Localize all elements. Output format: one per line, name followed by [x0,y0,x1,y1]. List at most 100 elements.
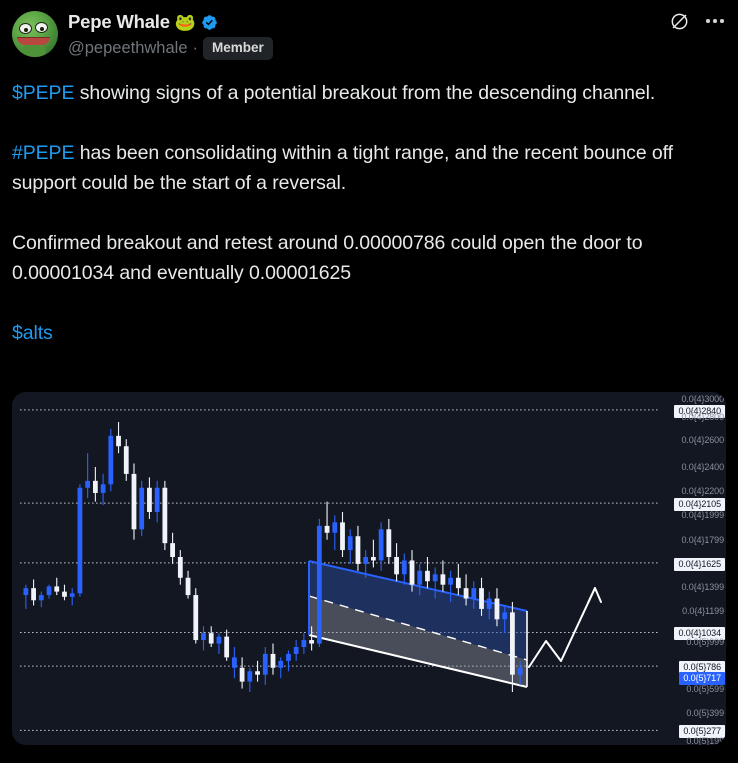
chart-background [12,392,726,745]
candle-body [386,529,392,557]
candle-body [154,487,160,512]
candle-body [340,522,345,551]
candle-body [216,636,222,644]
paragraph-1-text: showing signs of a potential breakout fr… [74,82,656,104]
grok-icon[interactable] [668,10,690,32]
candle-body [46,586,52,596]
candle-body [324,525,330,533]
candle-body [463,588,469,599]
channel-lower-line [308,634,528,688]
candle-body [170,543,175,557]
candle-body [502,612,508,620]
handle-row: @pepeethwhale · Member [68,37,273,60]
candle-body [92,480,98,493]
candle-body [347,536,353,551]
candle-body [185,577,191,596]
candle-body [85,480,91,488]
cashtag-pepe[interactable]: $PEPE [12,82,75,104]
text-spacer-1 [12,108,726,138]
candle-body [100,484,106,493]
chart-gridlines [20,409,660,731]
candle-body [479,588,484,609]
candle-body [401,560,407,575]
candle-body [38,595,44,601]
candle-body [62,591,67,597]
avatar-pupil-right [40,27,44,31]
candle-body [162,487,168,544]
candle-body [286,653,291,661]
candle-body [371,557,376,561]
candle-body [54,586,60,592]
candle-body [486,598,492,609]
candle-body [455,577,461,589]
candle-body [440,574,446,585]
candle-body [409,560,415,585]
text-spacer-2 [12,198,726,228]
candle-body [471,588,477,599]
channel-lower-fill [309,596,527,687]
verified-badge-icon [202,14,217,30]
paragraph-1: $PEPE showing signs of a potential break… [12,78,726,108]
display-name[interactable]: Pepe Whale [68,11,170,32]
cashtag-alts[interactable]: $alts [12,322,53,344]
user-names: Pepe Whale 🐸 @pepeethwhale · Member [68,10,273,60]
candle-body [139,487,145,530]
candle-body [293,647,299,654]
candle-body [239,667,245,682]
separator-dot: · [192,38,199,57]
hashtag-pepe[interactable]: #PEPE [12,142,75,164]
candle-body [255,671,260,675]
candle-body [108,435,114,485]
chart-image[interactable]: 0.0{4}3000 0.0{4}2840 0.0{4}2800 0.0{4}2600… [12,392,726,745]
more-options-icon[interactable] [704,10,726,32]
display-name-row: Pepe Whale 🐸 [68,11,273,33]
candle-body [247,671,253,682]
text-spacer-3 [12,288,726,318]
candle-body [131,473,137,530]
candle-body [448,577,454,585]
candle-body [517,667,523,675]
candle-body [494,598,500,620]
candle-body [378,529,384,561]
candle-body [77,487,83,594]
candle-body [208,633,214,644]
candle-series [23,422,523,692]
paragraph-2: #PEPE has been consolidating within a ti… [12,138,726,198]
candle-body [31,588,36,601]
tweet-text: $PEPE showing signs of a potential break… [0,64,738,348]
avatar-mouth [17,37,50,45]
paragraph-2-text: has been consolidating within a tight ra… [12,142,673,194]
avatar-pupil-left [24,28,28,32]
paragraph-4: $alts [12,318,726,348]
candle-body [425,570,430,582]
candle-body [510,612,515,675]
candle-body [278,660,284,668]
candle-body [116,435,121,447]
avatar-chin [20,44,46,57]
user-handle[interactable]: @pepeethwhale [68,38,188,57]
candle-body [316,525,322,644]
frog-emoji-icon: 🐸 [174,12,197,32]
candle-body [201,633,206,641]
tweet-header: Pepe Whale 🐸 @pepeethwhale · Member [0,0,738,64]
candlestick-chart [12,392,726,745]
candle-body [417,570,423,585]
candle-body [262,653,268,675]
candle-body [309,640,315,644]
candle-body [432,574,438,582]
member-badge[interactable]: Member [203,37,273,60]
candle-body [231,657,237,668]
candle-body [177,557,183,578]
candle-body [363,557,369,564]
candle-body [147,487,152,512]
paragraph-3: Confirmed breakout and retest around 0.0… [12,232,643,284]
channel-upper-fill [309,561,527,660]
candle-body [332,522,338,533]
candle-body [23,588,29,596]
candle-body [355,536,361,564]
projection-arrow-icon [528,587,602,668]
channel-midline [308,595,528,661]
avatar[interactable] [12,11,58,57]
candle-body [394,557,399,575]
